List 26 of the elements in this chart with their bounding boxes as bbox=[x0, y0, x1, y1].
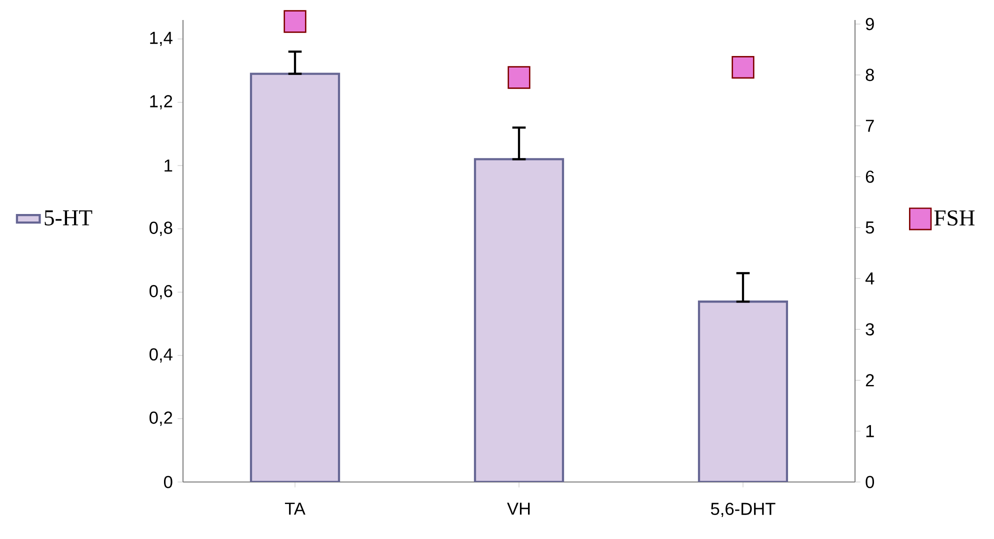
y2-tick-label: 7 bbox=[866, 120, 874, 132]
y2-tick-label: 8 bbox=[866, 68, 874, 82]
y2-tick-label: 4 bbox=[865, 272, 874, 284]
point bbox=[284, 10, 306, 33]
x-tick-label: 5,6-DHT bbox=[710, 502, 776, 518]
legend-label: 5-HT bbox=[44, 210, 92, 226]
x-tick-label: TA bbox=[284, 502, 306, 515]
legend-label: FSH bbox=[934, 210, 975, 226]
y-tick-label: 0 bbox=[164, 476, 172, 488]
y-tick-label: 1,2 bbox=[150, 95, 172, 110]
y-tick-label: 0,4 bbox=[150, 348, 172, 363]
y-tick-label: 0,2 bbox=[150, 412, 172, 426]
y-tick-label: 0,8 bbox=[150, 222, 172, 236]
point bbox=[508, 66, 530, 89]
y2-tick-label: 1 bbox=[866, 425, 874, 438]
y2-tick-label: 6 bbox=[866, 170, 874, 183]
x-tick-label: VH bbox=[507, 502, 530, 515]
y-tick-label: 0,6 bbox=[150, 284, 172, 300]
y-tick-label: 1,4 bbox=[150, 32, 172, 46]
y2-tick-label: 5 bbox=[866, 222, 874, 234]
y2-tick-label: 0 bbox=[866, 476, 874, 488]
y2-tick-label: 2 bbox=[866, 374, 874, 386]
y2-tick-label: 3 bbox=[866, 323, 874, 336]
y2-tick-label: 9 bbox=[866, 18, 874, 30]
y-tick-label: 1 bbox=[164, 160, 172, 172]
point bbox=[732, 56, 754, 79]
